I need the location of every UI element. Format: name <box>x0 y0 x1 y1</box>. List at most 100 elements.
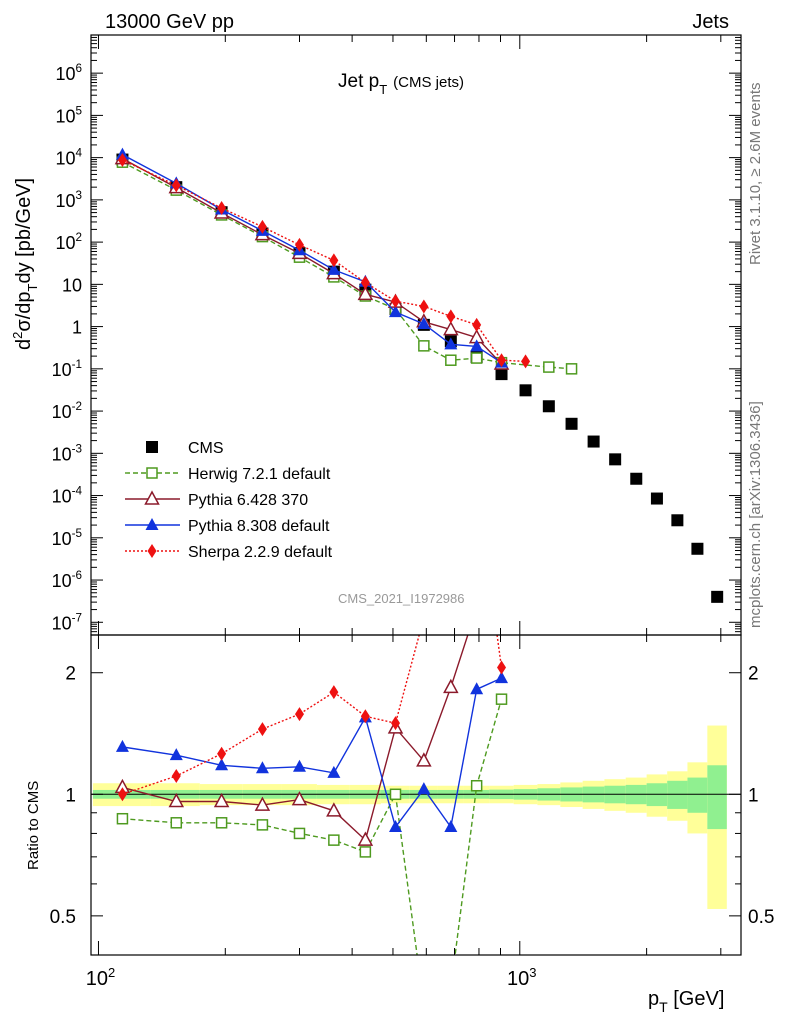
data-point-sherpa <box>391 294 401 309</box>
main-y-tick-label: 10 <box>62 275 82 295</box>
ratio-line-pythia8 <box>122 677 502 829</box>
rivet-label: Rivet 3.1.10, ≥ 2.6M events <box>747 83 764 266</box>
ratio-y-tick-label-left: 1 <box>65 785 76 806</box>
data-point-cms <box>565 417 578 430</box>
band-inner-bin <box>667 780 688 809</box>
data-point-cms <box>650 492 663 505</box>
ratio-y-tick-label-right: 0.5 <box>748 907 774 928</box>
data-point-cms <box>609 453 622 466</box>
legend-label: Pythia 6.428 370 <box>188 492 308 509</box>
ratio-point-pythia8 <box>327 765 341 778</box>
series-cms <box>116 153 724 603</box>
main-y-tick-label: 10-7 <box>52 611 82 633</box>
series-line-herwig <box>122 161 572 370</box>
main-y-tick-label: 10-5 <box>52 527 83 549</box>
legend-marker <box>145 518 159 530</box>
ratio-point-herwig <box>116 812 129 825</box>
main-y-tick-label: 104 <box>55 147 82 169</box>
ratio-point-herwig <box>328 834 340 846</box>
header-left: 13000 GeV pp <box>105 11 234 33</box>
ratio-point-pythia8 <box>215 758 229 771</box>
data-point-pythia8 <box>389 305 403 318</box>
data-point-pythia8 <box>470 339 484 352</box>
main-y-tick-label: 10-4 <box>52 485 83 507</box>
ratio-y-tick-label-left: 0.5 <box>50 907 76 928</box>
x-tick-label: 103 <box>507 965 536 990</box>
ratio-point-sherpa <box>391 716 401 731</box>
ratio-point-herwig <box>215 817 228 829</box>
ratio-point-pythia8 <box>495 671 509 684</box>
data-point-cms <box>542 400 555 413</box>
ratio-point-herwig <box>389 788 402 801</box>
ratio-panel-frame <box>90 634 742 956</box>
data-point-herwig <box>418 340 430 352</box>
data-point-sherpa <box>472 317 482 332</box>
ratio-point-pythia6 <box>416 752 432 767</box>
main-ylabel: d2σ/dpTdy [pb/GeV] <box>10 178 40 350</box>
ratio-point-pythia6 <box>168 792 185 808</box>
data-point-cms <box>711 590 724 603</box>
main-y-tick-label: 102 <box>55 231 82 253</box>
main-y-tick-label: 10-2 <box>52 400 82 422</box>
legend: CMS Herwig 7.2.1 default Pythia 6.428 370 P… <box>125 440 333 561</box>
data-point-herwig <box>445 354 457 366</box>
legend-marker <box>146 467 158 479</box>
x-tick-label: 102 <box>86 965 115 990</box>
legend-label: Sherpa 2.2.9 default <box>188 544 333 561</box>
ratio-point-sherpa <box>217 746 227 761</box>
ratio-point-pythia8 <box>115 739 129 752</box>
ratio-line-herwig <box>122 699 503 955</box>
ratio-point-pythia8 <box>292 759 306 772</box>
legend-marker <box>144 490 160 505</box>
ratio-point-pythia8 <box>255 761 269 774</box>
ratio-point-pythia6 <box>357 831 374 846</box>
analysis-watermark: CMS_2021_I1972986 <box>338 591 465 606</box>
ratio-point-pythia8 <box>470 682 484 695</box>
ratio-point-pythia6 <box>291 791 308 806</box>
ratio-point-sherpa <box>446 549 455 563</box>
legend-item-pythia8: Pythia 8.308 default <box>125 518 330 535</box>
legend-label: CMS <box>188 440 224 457</box>
ratio-point-sherpa <box>497 660 507 675</box>
ratio-y-tick-label-right: 1 <box>748 785 759 806</box>
data-point-sherpa <box>257 219 267 234</box>
main-y-tick-label: 10-6 <box>52 569 82 591</box>
ratio-point-herwig <box>495 693 508 705</box>
x-axis-label: pT [GeV] <box>648 988 724 1015</box>
series-layer <box>114 147 724 994</box>
ratio-panel-series <box>114 549 509 994</box>
ratio-point-herwig <box>446 984 456 994</box>
main-y-tick-label: 106 <box>55 62 82 84</box>
data-point-cms <box>671 514 684 527</box>
series-sherpa <box>117 152 531 369</box>
data-point-sherpa <box>521 354 531 369</box>
ratio-point-pythia8 <box>417 782 431 795</box>
ratio-point-herwig <box>256 819 269 831</box>
ratio-point-pythia8 <box>444 819 458 832</box>
ratio-point-sherpa <box>257 722 267 737</box>
axes-frame <box>90 34 742 956</box>
data-point-herwig <box>470 352 483 364</box>
legend-item-sherpa: Sherpa 2.2.9 default <box>125 544 333 561</box>
data-point-sherpa <box>497 353 507 368</box>
ratio-point-sherpa <box>294 707 304 722</box>
data-point-sherpa <box>117 152 127 167</box>
legend-item-herwig: Herwig 7.2.1 default <box>125 466 331 483</box>
main-y-tick-label: 10-3 <box>52 442 82 464</box>
ratio-point-pythia6 <box>443 678 459 694</box>
tick-labels: 10-7 10-6 10-5 10-4 10-3 10-2 10-1 1 10 102 103 104… <box>50 62 775 990</box>
band-inner-bin <box>707 765 727 830</box>
ratio-point-pythia8 <box>389 819 403 832</box>
ratio-series-sherpa <box>117 549 507 802</box>
series-line-pythia8 <box>122 153 502 364</box>
ratio-point-herwig <box>170 817 183 829</box>
main-y-tick-label: 10-1 <box>52 358 82 380</box>
data-point-sherpa <box>446 309 456 324</box>
main-y-tick-label: 105 <box>55 104 82 126</box>
ratio-y-tick-label-left: 2 <box>65 664 76 685</box>
ratio-point-herwig <box>470 779 483 792</box>
ratio-point-pythia8 <box>169 748 183 761</box>
data-point-sherpa <box>360 275 370 290</box>
ratio-series-herwig <box>116 693 508 994</box>
data-point-cms <box>519 384 532 397</box>
